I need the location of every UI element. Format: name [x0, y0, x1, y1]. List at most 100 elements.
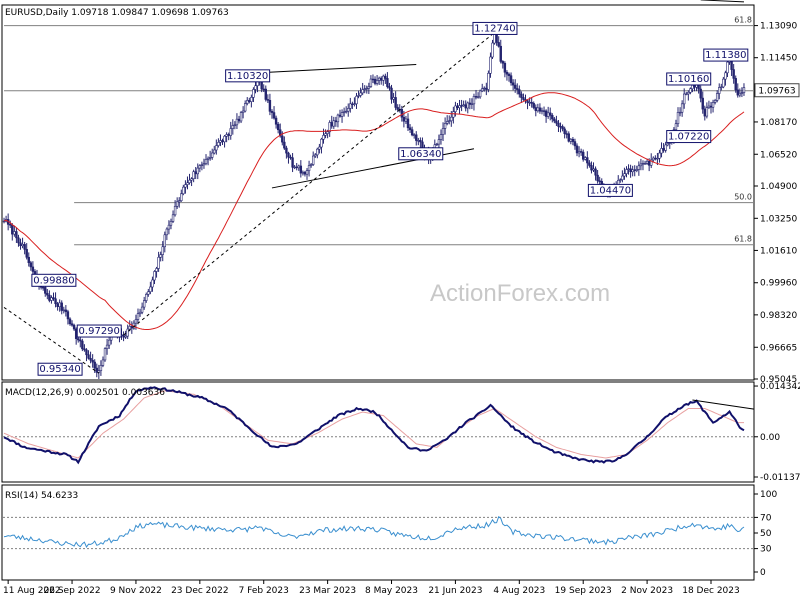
candle-body	[546, 112, 550, 117]
candle-body	[487, 73, 490, 90]
candle-body	[724, 72, 727, 80]
candle-body	[336, 114, 340, 123]
candle-body	[274, 117, 278, 125]
candle-body	[305, 170, 309, 175]
candle-body	[441, 128, 445, 135]
candle-body	[448, 120, 451, 122]
candle-body	[219, 140, 222, 143]
candle-body	[70, 323, 74, 326]
current-price-box	[754, 83, 800, 98]
candle-body	[631, 169, 634, 173]
candle-body	[456, 105, 459, 109]
candle-body	[674, 123, 678, 131]
candle-body	[691, 85, 694, 90]
candle-body	[406, 118, 410, 129]
price-label: 0.97290	[79, 326, 120, 337]
candle-body	[241, 110, 245, 113]
candle-body	[149, 286, 152, 293]
time-axis-label: 23 Mar 2023	[299, 586, 356, 596]
time-axis-label: 26 Sep 2022	[44, 586, 101, 596]
time-axis-label: 11 Aug 2022	[3, 586, 61, 596]
candle-body	[223, 135, 226, 143]
price-label-box	[472, 21, 518, 35]
candle-body	[324, 133, 327, 136]
candle-body	[685, 93, 688, 96]
candle-body	[254, 85, 257, 90]
candle-body	[56, 303, 59, 307]
candle-body	[377, 77, 381, 81]
candle-body	[526, 100, 529, 103]
candle-body	[138, 311, 142, 314]
price-axis-label: 1.06520	[760, 150, 797, 160]
candle-body	[64, 309, 68, 312]
price-axis-label: 0.95045	[760, 375, 797, 385]
candle-body	[145, 294, 148, 301]
candle-body	[705, 107, 709, 117]
candle-body	[157, 256, 160, 269]
candle-body	[738, 92, 742, 96]
candle-body	[565, 133, 568, 135]
candle-body	[314, 154, 317, 157]
candle-body	[301, 171, 305, 174]
price-label-box	[703, 48, 749, 62]
candle-body	[194, 171, 197, 175]
candle-body	[592, 168, 595, 171]
candle-body	[522, 97, 525, 100]
time-axis-label: 19 Sep 2023	[555, 586, 612, 596]
candle-body	[330, 122, 333, 127]
candle-body	[178, 200, 181, 203]
price-axis-label: 0.99960	[760, 279, 797, 289]
candle-body	[509, 75, 513, 84]
candle-body	[147, 291, 150, 295]
candle-body	[468, 102, 472, 105]
candle-body	[740, 92, 744, 94]
candle-body	[54, 298, 57, 305]
candle-body	[293, 166, 296, 169]
candle-body	[561, 126, 564, 130]
candle-body	[680, 103, 684, 113]
candle-body	[392, 97, 395, 100]
candle-body	[17, 237, 20, 244]
candle-body	[586, 157, 589, 164]
candle-body	[235, 118, 239, 126]
time-axis-label: 7 Feb 2023	[239, 586, 289, 596]
macd-panel-frame	[1, 381, 755, 483]
candle-body	[682, 93, 686, 105]
candle-body	[9, 224, 12, 226]
price-label: 1.06340	[400, 149, 441, 160]
candle-body	[666, 143, 669, 146]
level-label: 50.0	[734, 193, 752, 202]
candle-body	[384, 75, 387, 79]
macd-axis-label: 0.014342	[760, 382, 800, 392]
level-label: 61.8	[734, 235, 752, 244]
candle-body	[641, 163, 645, 165]
candle-body	[470, 103, 474, 105]
candle-body	[375, 80, 379, 84]
candle-body	[650, 159, 653, 166]
candle-body	[410, 129, 414, 136]
rsi-axis-label: 30	[760, 545, 772, 555]
candle-body	[221, 140, 224, 143]
macd-header: MACD(12,26,9) 0.002501 0.003636	[5, 388, 165, 398]
candle-body	[295, 166, 298, 169]
candle-body	[687, 92, 690, 95]
candle-body	[734, 78, 737, 91]
candle-body	[382, 75, 385, 81]
candle-body	[553, 118, 556, 122]
moving-average-line	[3, 92, 745, 330]
price-axis-label: 0.98320	[760, 311, 797, 321]
candle-body	[287, 152, 290, 158]
candle-body	[272, 112, 276, 119]
candle-body	[184, 184, 187, 188]
candle-body	[136, 313, 140, 320]
price-label-box	[587, 183, 633, 197]
candle-body	[31, 266, 35, 272]
time-axis-label: 18 Dec 2023	[682, 586, 740, 596]
candle-body	[596, 174, 599, 182]
candle-body	[464, 104, 467, 109]
candle-body	[396, 107, 399, 110]
candle-body	[544, 110, 548, 117]
price-header: EURUSD,Daily 1.09718 1.09847 1.09698 1.0…	[5, 8, 229, 18]
